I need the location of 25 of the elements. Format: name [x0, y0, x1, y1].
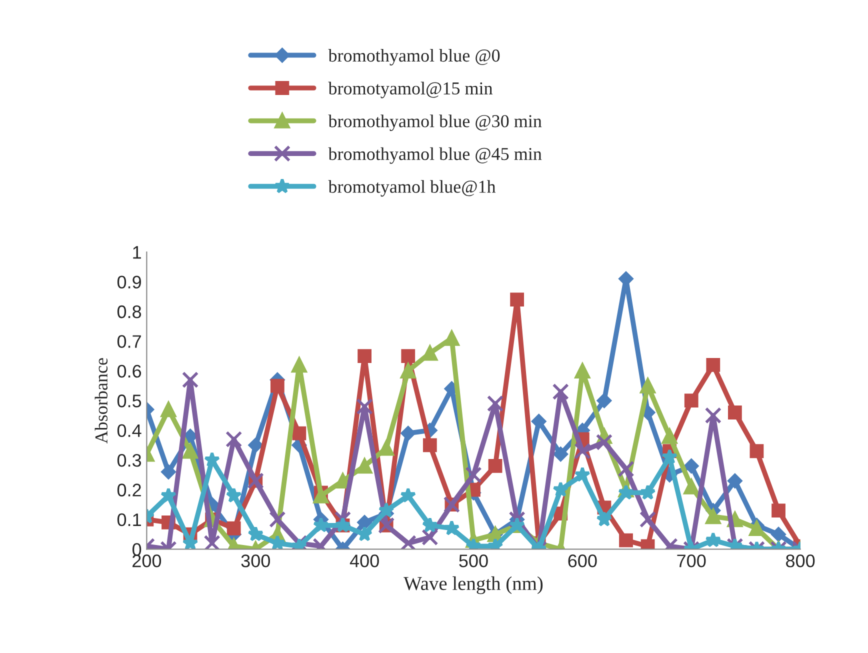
- legend-label: bromothyamol blue @45 min: [328, 147, 542, 164]
- legend-label: bromothyamol blue @30 min: [328, 114, 542, 132]
- y-tick-label: 0.7: [117, 335, 141, 348]
- x-tick-label: 400: [350, 554, 379, 568]
- y-tick-label: 0: [132, 543, 142, 556]
- x-axis-title: Wave length (nm): [404, 576, 543, 594]
- x-tick-label: 600: [568, 554, 597, 568]
- y-tick-label: 0.1: [117, 513, 141, 526]
- x-tick-label: 200: [132, 554, 162, 568]
- y-tick-label: 0.5: [117, 394, 142, 408]
- y-tick-label: 1: [133, 246, 141, 259]
- y-tick-label: 0.4: [117, 424, 142, 438]
- legend-label: bromotyamol@15 min: [328, 82, 493, 98]
- x-tick-label: 800: [786, 554, 815, 568]
- legend-label: bromothyamol blue @0: [328, 49, 500, 66]
- y-tick-label: 0.9: [117, 276, 141, 288]
- y-axis-title: Absorbance: [94, 358, 108, 444]
- y-tick-label: 0.6: [117, 364, 142, 378]
- legend-label: bromotyamol blue@1h: [328, 180, 496, 197]
- x-tick-label: 500: [459, 554, 488, 568]
- y-tick-label: 0.3: [117, 454, 142, 467]
- y-tick-label: 0.8: [117, 305, 142, 318]
- x-tick-label: 300: [241, 554, 270, 568]
- x-tick-label: 700: [677, 554, 706, 568]
- y-tick-label: 0.2: [117, 484, 141, 496]
